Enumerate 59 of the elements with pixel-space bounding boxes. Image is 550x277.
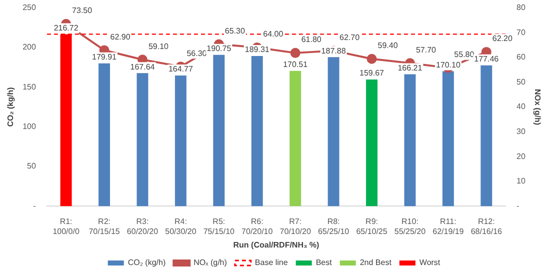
data-label: 73.50 <box>72 6 93 16</box>
data-label: 62.20 <box>492 34 513 44</box>
data-label: 159.67 <box>360 68 385 78</box>
data-label: 65.30 <box>224 26 246 36</box>
data-label: 57.70 <box>416 45 437 54</box>
y2-tick-label: - <box>516 201 520 210</box>
legend-label: Base line <box>254 258 288 268</box>
data-label: 64.00 <box>263 30 284 39</box>
legend-label: Worst <box>419 258 441 268</box>
data-label: 177.46 <box>474 54 500 64</box>
y2-tick-label: 40 <box>516 102 526 112</box>
data-label: 179.91 <box>92 52 118 62</box>
data-label: 166.21 <box>398 64 423 72</box>
x-tick-label: R7: 70/10/20 <box>280 217 312 236</box>
x-tick-label: R9: 65/10/25 <box>356 217 388 236</box>
y2-tick-label: 60 <box>516 52 526 62</box>
data-label: 62.70 <box>340 32 360 42</box>
x-tick-label: R10: 55/25/20 <box>394 217 426 236</box>
y-tick-label: 250 <box>22 3 36 12</box>
y-tick-label: 50 <box>27 162 36 171</box>
x-tick-label: R8: 65/25/10 <box>318 217 350 236</box>
data-label: 61.80 <box>301 35 322 44</box>
data-label: 55.80 <box>454 50 475 60</box>
data-label: 56.30 <box>186 48 208 58</box>
y2-tick-label: 20 <box>516 152 526 161</box>
y2-tick-label: 30 <box>516 127 526 136</box>
x-tick-label: R6: 70/20/10 <box>242 217 274 236</box>
x-axis-title: Run (Coal/RDF/NH₃ %) <box>233 240 320 250</box>
y2-tick-label: 10 <box>516 176 526 186</box>
y-axis-title: CO₂ (kg/h) <box>6 86 16 127</box>
y2-tick-label: 80 <box>516 3 526 12</box>
data-label: 59.40 <box>378 41 398 50</box>
x-tick-label: R3: 60/20/20 <box>126 217 159 236</box>
data-label: 170.51 <box>283 60 308 70</box>
data-label: 170.10 <box>436 60 461 70</box>
x-tick-label: R11: 62/19/19 <box>432 217 464 236</box>
y-tick-label: 200 <box>22 42 36 52</box>
data-label: 164.77 <box>168 64 194 74</box>
legend-label: Best <box>316 258 333 268</box>
data-label: 59.10 <box>148 42 170 51</box>
data-label: 190.75 <box>206 44 232 54</box>
data-label: 216.72 <box>54 23 79 32</box>
x-tick-label: R12: 68/16/16 <box>470 217 503 236</box>
data-label: 62.90 <box>110 32 131 42</box>
legend-label: CO₂ (kg/h) <box>128 258 166 268</box>
y-tick-label: - <box>33 201 36 210</box>
x-tick-label: R4: 50/30/20 <box>165 217 197 236</box>
data-label: 167.64 <box>130 62 156 72</box>
y-tick-label: 150 <box>22 82 36 92</box>
legend-label: 2nd Best <box>360 258 392 268</box>
y2-tick-label: 50 <box>516 77 526 86</box>
x-tick-label: R5: 75/15/10 <box>203 217 236 236</box>
y2-tick-label: 70 <box>516 28 526 37</box>
legend-label: NOₓ (g/h) <box>194 258 228 268</box>
y2-axis-title: NOx (g/h) <box>532 89 542 126</box>
x-tick-label: R1: 100/0/0 <box>52 217 80 236</box>
y-tick-label: 100 <box>22 122 36 132</box>
x-tick-label: R2: 70/15/15 <box>88 217 120 236</box>
data-label: 189.31 <box>244 45 270 54</box>
